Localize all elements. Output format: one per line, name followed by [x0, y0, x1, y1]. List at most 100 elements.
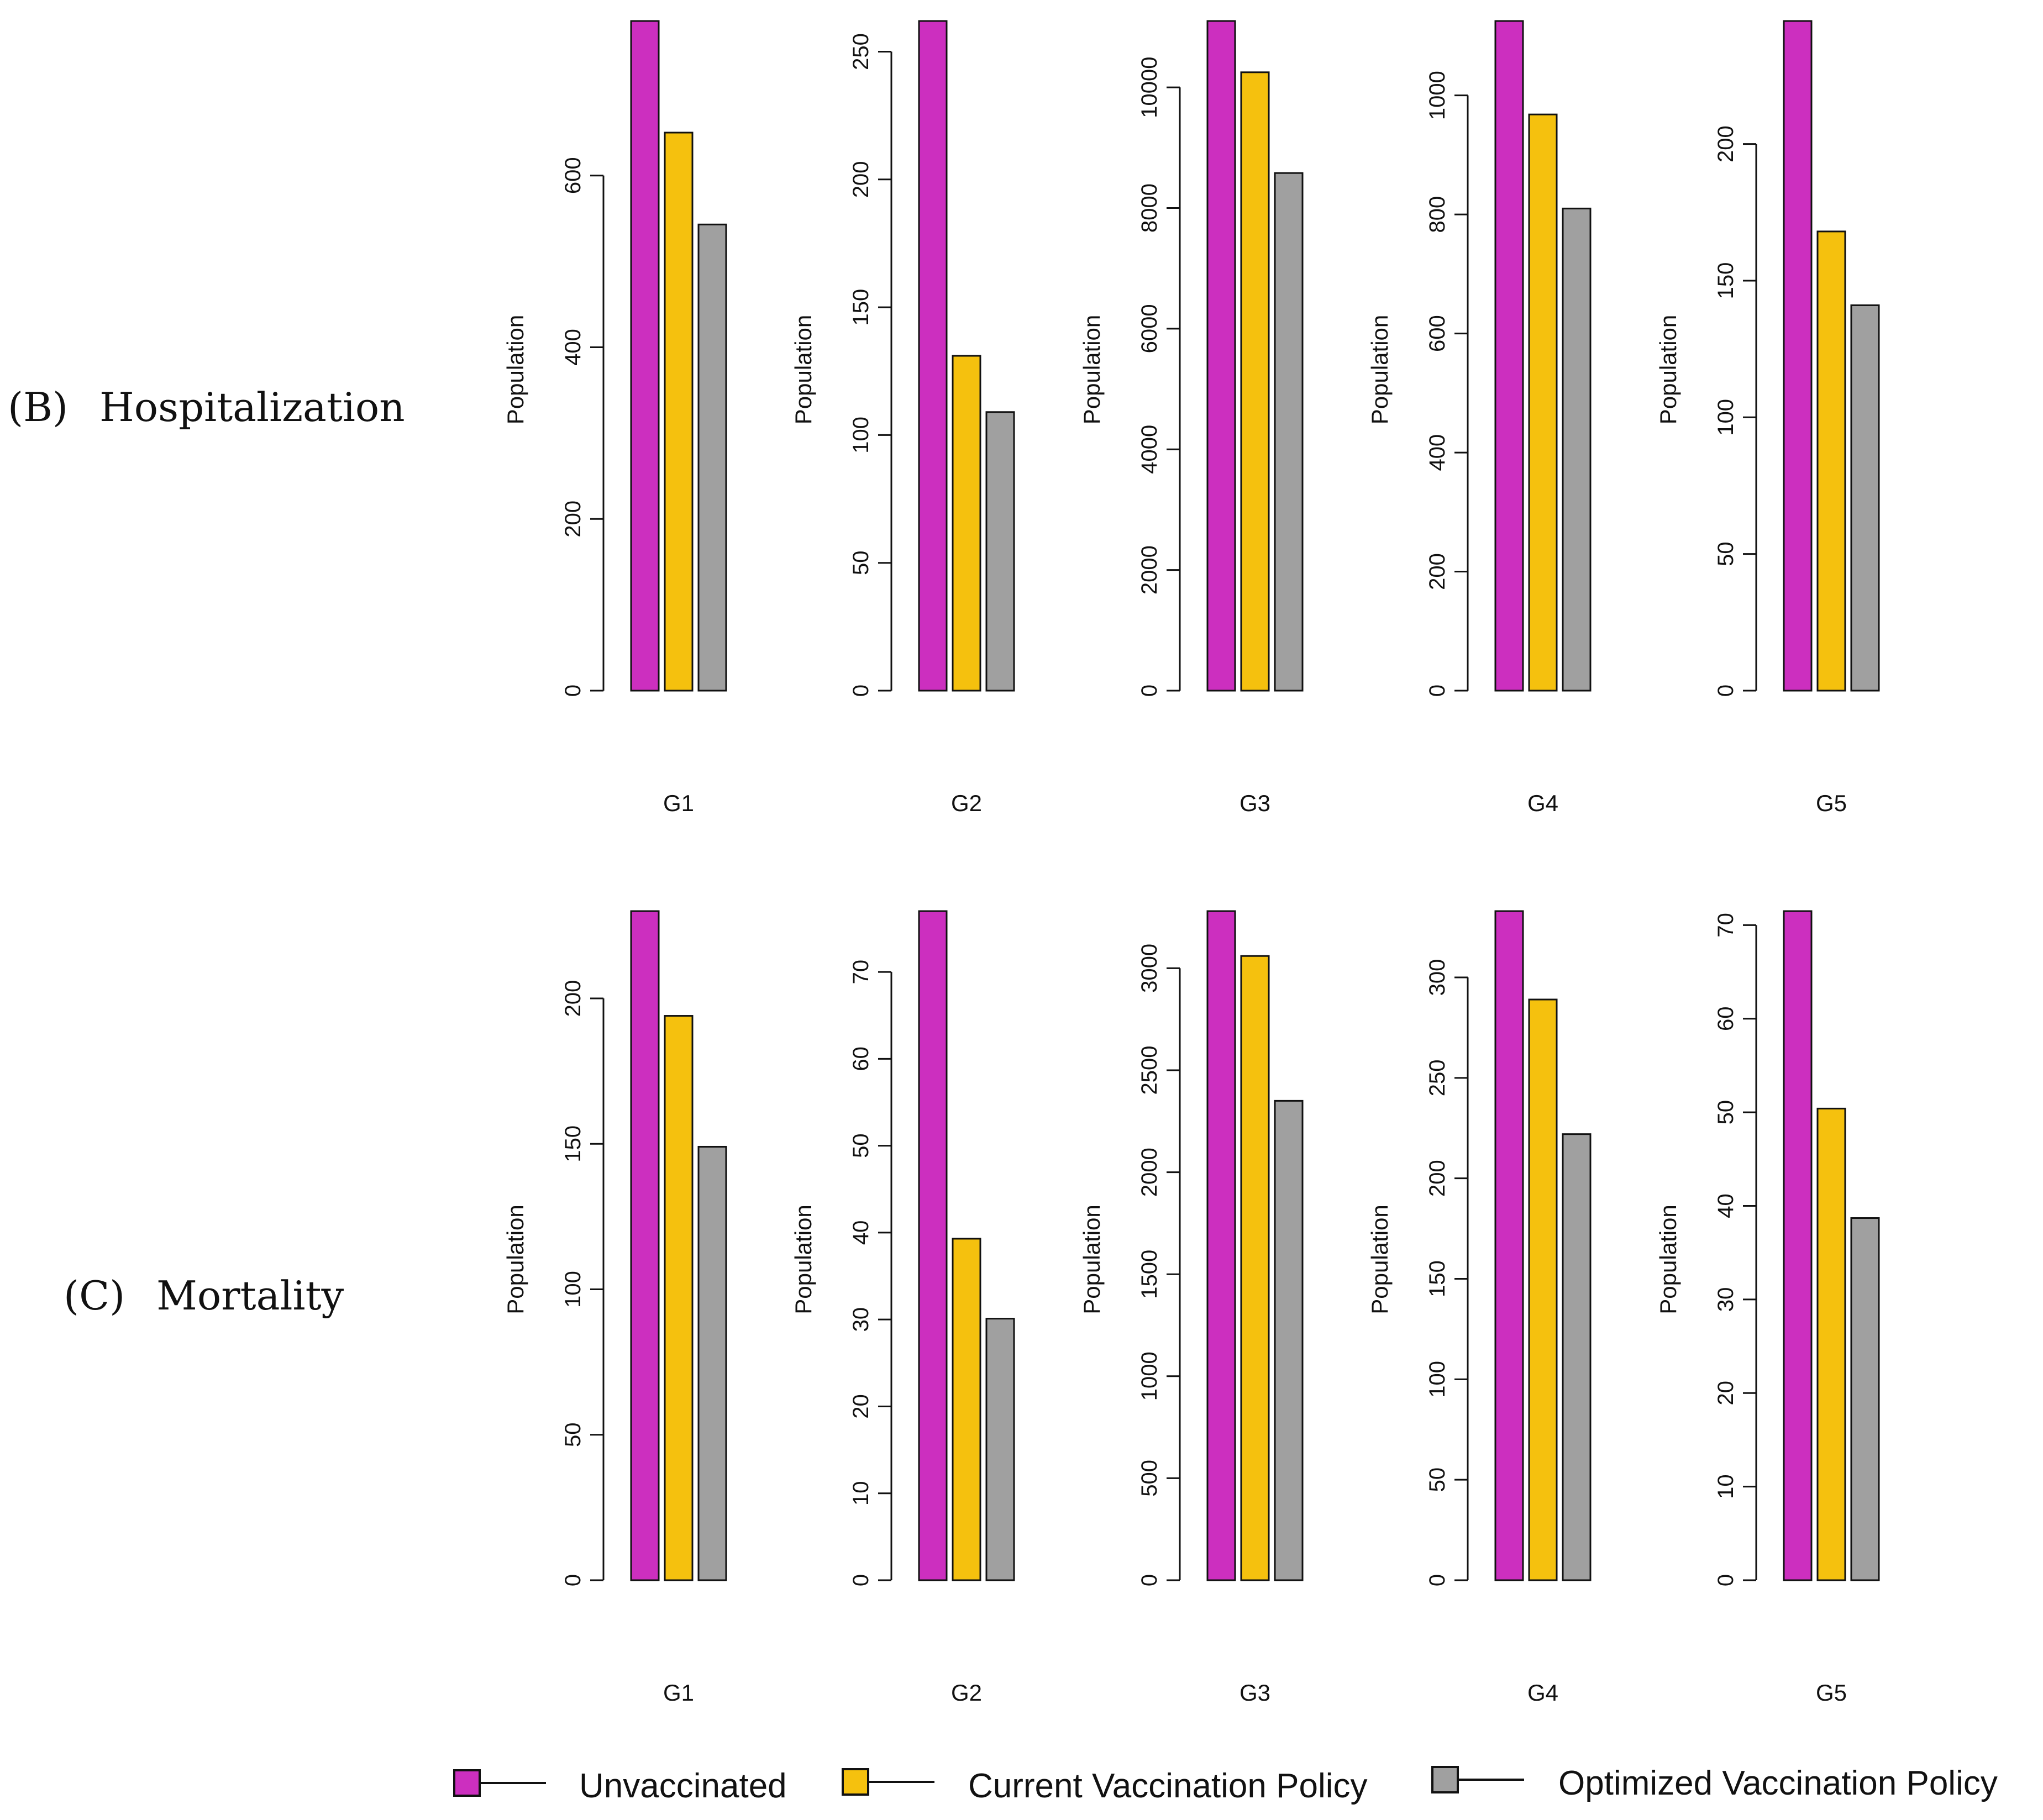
legend-swatch-unvaccinated [453, 1769, 481, 1797]
chart-hosp-g2-x-label: G2 [951, 790, 982, 816]
chart-mort-g5-y-label: Population [1655, 1204, 1681, 1314]
chart-mort-g1-bar-optimized [697, 1145, 727, 1581]
chart-hosp-g5-bar-optimized [1850, 304, 1880, 692]
chart-mort-g4-y-tick-label: 0 [1425, 1574, 1449, 1586]
chart-mort-g5-y-tick-label: 70 [1714, 913, 1738, 938]
chart-mort-g3-y-tick-label: 2000 [1137, 1148, 1162, 1197]
chart-hosp-g5-bar-unvaccinated [1783, 20, 1813, 692]
chart-hosp-g1-y-tick-label: 0 [561, 685, 585, 697]
chart-mort-g5-y-tick-label: 50 [1714, 1100, 1738, 1125]
chart-mort-g4-y-label: Population [1367, 1204, 1393, 1314]
chart-mort-g2-y-tick-label: 30 [849, 1307, 873, 1332]
chart-hosp-g1-bar-optimized [697, 223, 727, 692]
chart-mort-g1-x-label: G1 [663, 1680, 694, 1706]
legend: Unvaccinated Current Vaccination Policy … [453, 1764, 1998, 1805]
chart-mort-g3-bar-unvaccinated [1206, 910, 1236, 1581]
chart-mort-g3-x-label: G3 [1240, 1680, 1270, 1706]
chart-hosp-g5-y-tick-label: 50 [1714, 541, 1738, 566]
legend-label-current: Current Vaccination Policy [968, 1767, 1368, 1805]
chart-hosp-g5-y-tick-label: 100 [1714, 399, 1738, 436]
chart-hosp-g4-bar-optimized [1562, 207, 1592, 692]
chart-hosp-g3-x-label: G3 [1240, 790, 1270, 816]
chart-hosp-g2-y-tick-label: 100 [849, 417, 873, 454]
chart-hosp-g2-y-tick-label: 0 [849, 685, 873, 697]
chart-mort-g1-y-label: Population [502, 1204, 528, 1314]
chart-mort-g2-y-tick-label: 40 [849, 1221, 873, 1245]
chart-mort-g2-y-tick-label: 0 [849, 1574, 873, 1586]
chart-hosp-g2-y-tick-label: 200 [849, 161, 873, 198]
chart-mort-g4-y-tick-label: 100 [1425, 1361, 1449, 1398]
chart-hosp-g4-y-tick-label: 0 [1425, 685, 1449, 697]
chart-hosp-g2-y-tick-label: 250 [849, 33, 873, 70]
chart-hosp-g3-y-label: Population [1079, 315, 1105, 425]
chart-hosp-g1-y-tick-label: 600 [561, 157, 585, 194]
chart-mort-g2-y-tick-label: 70 [849, 960, 873, 985]
chart-hosp-g4-x-label: G4 [1527, 790, 1558, 816]
chart-mort-g4-y-tick-label: 250 [1425, 1059, 1449, 1096]
chart-mort-g2-y-tick-label: 10 [849, 1481, 873, 1506]
chart-hosp-g5-y-tick-label: 200 [1714, 125, 1738, 162]
chart-hosp-g2-y-tick-label: 50 [849, 550, 873, 575]
legend-swatch-optimized [1431, 1766, 1459, 1793]
chart-mort-g4-y-tick-label: 50 [1425, 1467, 1449, 1492]
chart-mort-g3-bar-current [1240, 955, 1270, 1581]
chart-hosp-g3-y-tick-label: 0 [1137, 685, 1162, 697]
chart-mort-g3-y-tick-label: 3000 [1137, 944, 1162, 993]
chart-hosp-g1-bar-current [664, 131, 694, 692]
chart-hosp-g5-x-label: G5 [1816, 790, 1847, 816]
chart-mort-g5-y-tick-label: 0 [1714, 1574, 1738, 1586]
chart-mort-g1-y-tick-label: 150 [561, 1125, 585, 1163]
chart-mort-g5-y-tick-label: 20 [1714, 1381, 1738, 1406]
row-label-mortality: (C) Mortality [64, 1272, 344, 1319]
chart-hosp-g1-bar-unvaccinated [630, 20, 660, 692]
row-label-mortality-title: Mortality [156, 1272, 344, 1319]
chart-hosp-g1-x-label: G1 [663, 790, 694, 816]
chart-mort-g2-y-tick-label: 20 [849, 1394, 873, 1419]
chart-hosp-g3-y-tick-label: 6000 [1137, 304, 1162, 353]
chart-hosp-g4-y-tick-label: 400 [1425, 434, 1449, 471]
chart-hosp-g5-bar-current [1816, 230, 1846, 692]
chart-mort-g3-y-tick-label: 0 [1137, 1574, 1162, 1586]
chart-mort-g4-x-label: G4 [1527, 1680, 1558, 1706]
chart-mort-g5-y-tick-label: 60 [1714, 1007, 1738, 1032]
chart-mort-g5-y-tick-label: 30 [1714, 1287, 1738, 1312]
chart-mort-g3-y-tick-label: 1500 [1137, 1250, 1162, 1299]
chart-hosp-g3-y-tick-label: 10000 [1137, 56, 1162, 118]
chart-mort-g4-bar-optimized [1562, 1133, 1592, 1581]
chart-mort-g3-y-tick-label: 2500 [1137, 1045, 1162, 1095]
chart-mort-g4-y-tick-label: 300 [1425, 959, 1449, 996]
chart-mort-g2-bar-current [952, 1238, 981, 1581]
chart-mort-g3-bar-optimized [1274, 1100, 1304, 1581]
chart-mort-g2-bar-optimized [985, 1318, 1015, 1581]
chart-hosp-g3-bar-optimized [1274, 172, 1304, 692]
chart-mort-g2-x-label: G2 [951, 1680, 982, 1706]
chart-hosp-g4-y-tick-label: 1000 [1425, 71, 1449, 120]
chart-mort-g4-bar-current [1528, 998, 1558, 1581]
chart-hosp-g5-y-tick-label: 150 [1714, 262, 1738, 299]
chart-hosp-g2-bar-optimized [985, 411, 1015, 692]
chart-hosp-g3-y-tick-label: 2000 [1137, 545, 1162, 595]
chart-mort-g4-y-tick-label: 150 [1425, 1260, 1449, 1297]
row-label-hospitalization-title: Hospitalization [99, 384, 405, 430]
chart-hosp-g1-y-label: Population [502, 315, 528, 425]
chart-mort-g5-bar-unvaccinated [1783, 910, 1813, 1581]
chart-hosp-g3-y-tick-label: 4000 [1137, 425, 1162, 474]
chart-hosp-g3-bar-unvaccinated [1206, 20, 1236, 692]
chart-hosp-g4-y-label: Population [1367, 315, 1393, 425]
chart-mort-g4-bar-unvaccinated [1494, 910, 1524, 1581]
chart-mort-g5-y-tick-label: 40 [1714, 1193, 1738, 1218]
chart-mort-g1-y-tick-label: 100 [561, 1271, 585, 1308]
chart-mort-g1-bar-unvaccinated [630, 910, 660, 1581]
row-label-hospitalization: (B) Hospitalization [8, 384, 405, 430]
chart-panels: 0200400600PopulationG1050100150200250Pop… [502, 20, 1880, 1706]
chart-mort-g1-y-tick-label: 0 [561, 1574, 585, 1586]
chart-mort-g5-bar-current [1816, 1107, 1846, 1581]
legend-label-optimized: Optimized Vaccination Policy [1558, 1764, 1998, 1802]
chart-hosp-g4-y-tick-label: 200 [1425, 553, 1449, 590]
chart-mort-g2-y-tick-label: 60 [849, 1046, 873, 1071]
chart-hosp-g5-y-tick-label: 0 [1714, 685, 1738, 697]
chart-mort-g5-x-label: G5 [1816, 1680, 1847, 1706]
chart-mort-g2-y-label: Population [790, 1204, 816, 1314]
chart-hosp-g1-y-tick-label: 400 [561, 329, 585, 366]
